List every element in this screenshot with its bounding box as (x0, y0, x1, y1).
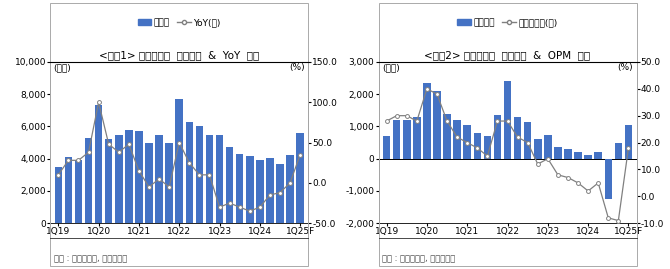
Bar (534, 139, 541, 159)
Text: (억원): (억원) (382, 63, 399, 72)
Bar (125, 130, 133, 223)
Bar (454, 120, 461, 159)
Text: (%): (%) (618, 63, 633, 72)
Bar (85, 138, 92, 223)
Bar (564, 149, 572, 159)
Bar (206, 134, 213, 223)
Bar (64, 157, 72, 223)
Bar (186, 122, 193, 223)
Bar (216, 134, 223, 223)
Bar (105, 139, 113, 223)
Bar (246, 156, 253, 223)
Bar (155, 134, 163, 223)
Bar (444, 114, 451, 159)
Bar (423, 83, 431, 159)
Text: <그림2> 엔씨소프트  영업이익  &  OPM  전망: <그림2> 엔씨소프트 영업이익 & OPM 전망 (425, 51, 590, 61)
Bar (74, 160, 82, 223)
Bar (504, 81, 511, 159)
Bar (484, 136, 491, 159)
Bar (196, 126, 203, 223)
Bar (604, 159, 612, 199)
Bar (266, 158, 273, 223)
Bar (135, 131, 143, 223)
Text: 자료 : 엔씨소프트, 현대차증권: 자료 : 엔씨소프트, 현대차증권 (54, 255, 127, 264)
Bar (624, 125, 632, 159)
Text: (%): (%) (289, 63, 305, 72)
Bar (594, 152, 602, 159)
Bar (236, 154, 243, 223)
Bar (524, 122, 531, 159)
Bar (115, 134, 123, 223)
Bar (433, 91, 441, 159)
Bar (464, 125, 471, 159)
Bar (574, 152, 582, 159)
Text: 자료 : 엔씨소프트, 현대차증권: 자료 : 엔씨소프트, 현대차증권 (382, 255, 455, 264)
Bar (95, 105, 103, 223)
Legend: 매출액, YoY(우): 매출액, YoY(우) (134, 15, 224, 31)
Bar (584, 155, 592, 159)
Text: <그림1> 엔씨소프트  영업수익  &  YoY  전망: <그림1> 엔씨소프트 영업수익 & YoY 전망 (99, 51, 259, 61)
Bar (256, 160, 263, 223)
Bar (276, 164, 284, 223)
Bar (514, 117, 521, 159)
Bar (165, 143, 173, 223)
Bar (54, 167, 62, 223)
Bar (413, 117, 421, 159)
Bar (614, 143, 622, 159)
Bar (383, 136, 391, 159)
Legend: 영업이익, 영업이익률(우): 영업이익, 영업이익률(우) (454, 15, 561, 31)
Bar (544, 134, 551, 159)
Bar (494, 115, 501, 159)
Bar (226, 147, 233, 223)
Bar (176, 99, 183, 223)
Bar (474, 133, 481, 159)
Bar (554, 147, 561, 159)
Bar (145, 143, 153, 223)
Bar (393, 120, 401, 159)
Bar (403, 120, 411, 159)
Bar (286, 155, 294, 223)
Text: (억원): (억원) (54, 63, 71, 72)
Bar (296, 133, 304, 223)
